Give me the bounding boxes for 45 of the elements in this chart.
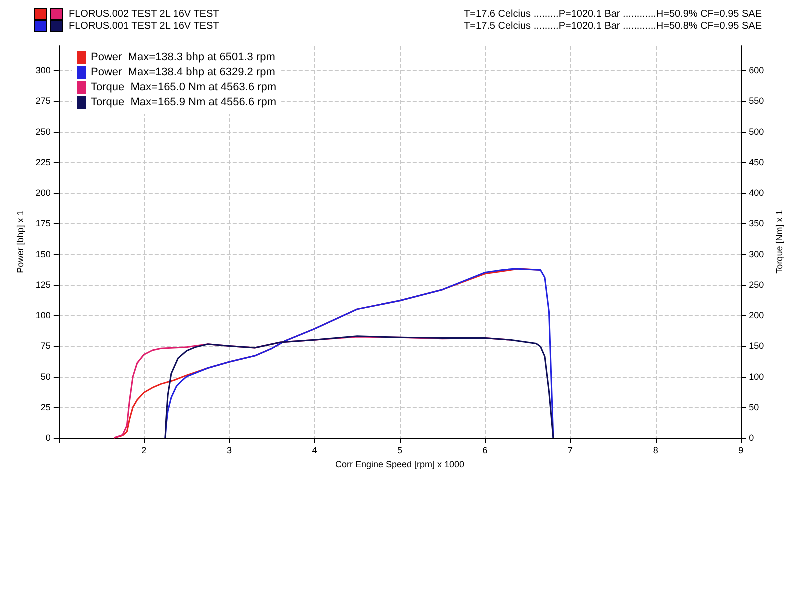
y-tick-label: 0 — [46, 433, 51, 444]
x-tick-label: 4 — [312, 446, 318, 456]
legend-label: Power Max=138.4 bhp at 6329.2 rpm — [91, 66, 276, 78]
y2-tick-label: 400 — [749, 188, 764, 198]
x-axis-title: Corr Engine Speed [rpm] x 1000 — [335, 460, 465, 470]
y-tick-label: 250 — [36, 126, 51, 137]
text: FLORUS.001 TEST 2L 16V TEST — [69, 20, 220, 32]
legend-label: Torque Max=165.0 Nm at 4563.6 rpm — [91, 82, 277, 94]
y-tick-label: 125 — [36, 280, 51, 290]
y-axis-title: Power [bhp] x 1 — [16, 210, 26, 274]
x-tick-label: 3 — [226, 446, 232, 456]
x-tick-label: 5 — [397, 446, 403, 456]
y2-tick-label: 150 — [749, 341, 764, 352]
y2-tick-label: 200 — [749, 310, 764, 321]
y2-tick-label: 50 — [749, 402, 760, 412]
text: FLORUS.002 TEST 2L 16V TEST — [69, 8, 220, 20]
y-tick-label: 50 — [40, 372, 51, 382]
y2-tick-label: 550 — [749, 96, 764, 106]
y-tick-label: 275 — [36, 96, 51, 106]
y-tick-label: 100 — [36, 310, 51, 321]
text: T=17.5 Celcius .........P=1020.1 Bar ............H=50.8% CF=0.95 SAE — [464, 20, 762, 32]
y2-tick-label: 350 — [749, 218, 764, 229]
x-tick-label: 8 — [653, 446, 658, 456]
y2-tick-label: 450 — [749, 157, 764, 168]
y2-tick-label: 500 — [749, 126, 764, 137]
x-tick-label: 6 — [482, 446, 488, 456]
y2-tick-label: 0 — [749, 433, 754, 444]
y-tick-label: 150 — [36, 249, 51, 260]
y2-tick-label: 300 — [749, 249, 764, 260]
legend-label: Power Max=138.3 bhp at 6501.3 rpm — [91, 52, 276, 64]
legend-label: Torque Max=165.9 Nm at 4556.6 rpm — [91, 96, 277, 108]
y2-tick-label: 100 — [749, 372, 764, 382]
y-tick-label: 25 — [40, 402, 51, 412]
x-tick-label: 7 — [568, 446, 574, 456]
y-tick-label: 300 — [36, 66, 51, 76]
text: T=17.6 Celcius .........P=1020.1 Bar ............H=50.9% CF=0.95 SAE — [464, 8, 762, 20]
x-tick-label: 9 — [738, 446, 744, 456]
x-tick-label: 2 — [142, 446, 147, 456]
y-tick-label: 175 — [36, 218, 51, 229]
y-tick-label: 225 — [36, 157, 51, 168]
y2-axis-title: Torque [Nm] x 1 — [774, 210, 784, 274]
y2-tick-label: 250 — [749, 280, 764, 290]
y-tick-label: 200 — [36, 188, 51, 198]
y2-tick-label: 600 — [749, 66, 764, 76]
y-tick-label: 75 — [40, 341, 51, 352]
